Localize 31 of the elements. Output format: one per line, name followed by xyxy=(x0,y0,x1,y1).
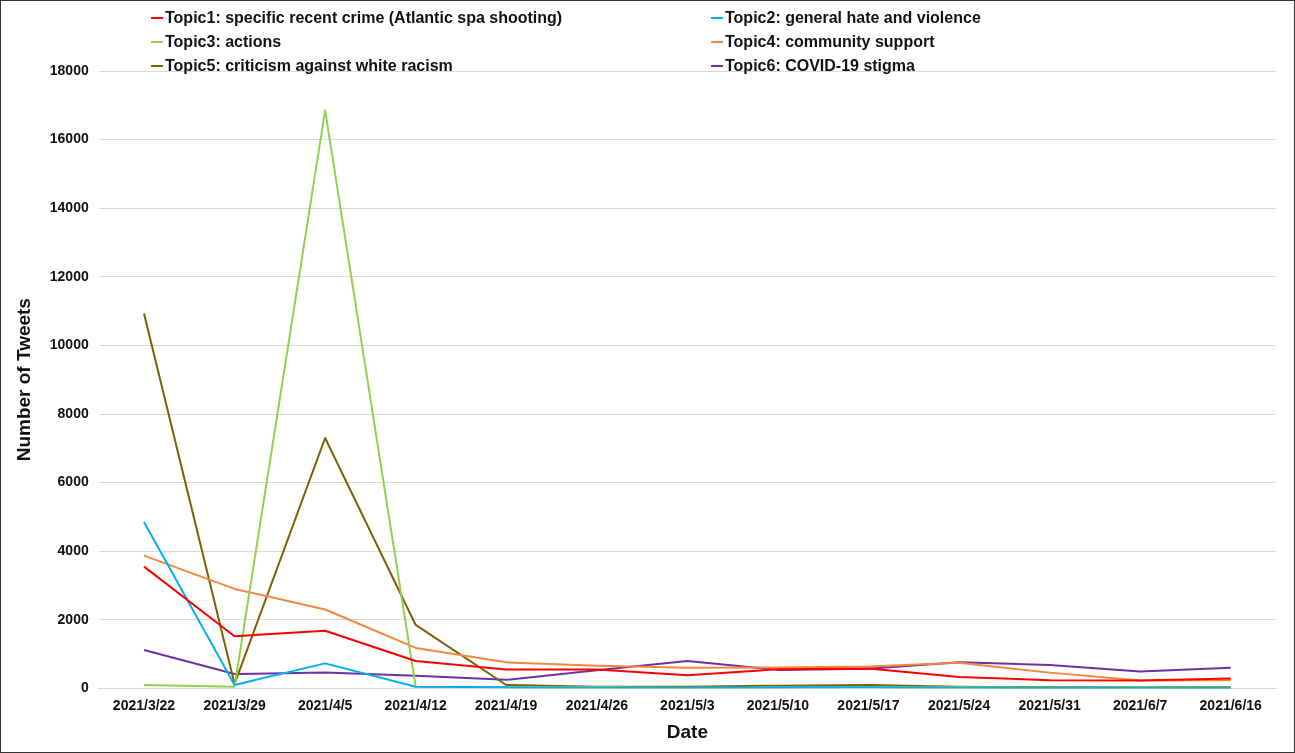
x-tick-label: 2021/5/24 xyxy=(927,696,991,713)
x-tick-label: 2021/4/12 xyxy=(384,696,448,713)
x-tick-label: 2021/4/5 xyxy=(297,696,353,713)
x-tick-label: 2021/4/19 xyxy=(475,696,538,713)
legend-label: Topic5: criticism against white racism xyxy=(165,57,453,75)
x-tick-label: 2021/3/22 xyxy=(112,696,176,713)
legend-label: Topic4: community support xyxy=(725,33,935,51)
x-tick-label: 2021/6/7 xyxy=(1112,696,1168,713)
y-tick-label: 2000 xyxy=(57,610,89,627)
legend-label: Topic6: COVID-19 stigma xyxy=(725,57,915,75)
y-axis-title: Number of Tweets xyxy=(12,298,34,462)
y-tick-label: 6000 xyxy=(57,473,89,490)
x-tick-label: 2021/5/3 xyxy=(660,696,715,713)
y-tick-label: 12000 xyxy=(49,267,89,284)
x-tick-label: 2021/5/10 xyxy=(746,696,810,713)
legend-label: Topic1: specific recent crime (Atlantic spa shooting) xyxy=(165,9,563,27)
x-tick-label: 2021/5/17 xyxy=(837,696,900,713)
y-tick-label: 0 xyxy=(80,679,89,696)
y-tick-label: 18000 xyxy=(49,61,89,78)
x-tick-label: 2021/3/29 xyxy=(203,696,266,713)
x-axis-title: Date xyxy=(666,720,708,742)
x-tick-label: 2021/6/16 xyxy=(1199,696,1263,713)
y-tick-label: 14000 xyxy=(49,199,89,216)
y-tick-label: 8000 xyxy=(57,404,89,421)
y-tick-label: 16000 xyxy=(49,130,89,147)
legend-label: Topic3: actions xyxy=(165,33,282,51)
y-tick-label: 10000 xyxy=(49,336,89,353)
y-tick-label: 4000 xyxy=(57,542,89,559)
x-tick-label: 2021/5/31 xyxy=(1018,696,1081,713)
legend-label: Topic2: general hate and violence xyxy=(725,9,981,27)
x-tick-label: 2021/4/26 xyxy=(565,696,629,713)
